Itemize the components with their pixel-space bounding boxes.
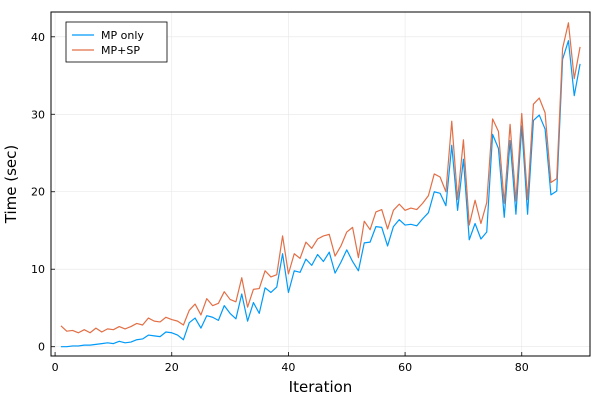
series-layer — [60, 22, 581, 348]
y-tick-label: 20 — [31, 186, 45, 199]
x-tick-label: 0 — [52, 361, 59, 374]
legend-label-mp-only: MP only — [101, 29, 144, 42]
y-tick-label: 40 — [31, 31, 45, 44]
series-line-mp-sp — [60, 22, 581, 334]
plot-frame — [50, 11, 591, 357]
legend-box — [65, 21, 168, 63]
x-tick-label: 80 — [515, 361, 529, 374]
y-tick-label: 0 — [38, 341, 45, 354]
x-tick-label: 40 — [281, 361, 295, 374]
y-tick-label: 30 — [31, 108, 45, 121]
series-line-mp-only — [60, 40, 581, 348]
legend-label-mp-sp: MP+SP — [101, 44, 140, 57]
x-tick-label: 60 — [398, 361, 412, 374]
legend: MP only MP+SP — [65, 21, 168, 63]
tick-labels: 0 20 40 60 80 0 10 20 30 40 — [31, 31, 529, 374]
x-tick-label: 20 — [165, 361, 179, 374]
x-axis-label: Iteration — [289, 378, 353, 396]
grid — [51, 12, 590, 356]
y-tick-label: 10 — [31, 263, 45, 276]
y-axis-label: Time (sec) — [2, 145, 20, 224]
